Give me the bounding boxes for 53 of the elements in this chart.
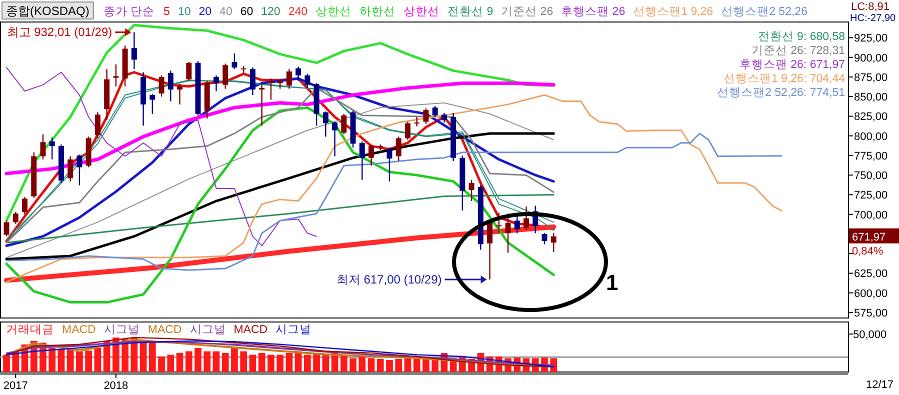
y-tick-label: 900,00 xyxy=(854,52,888,64)
text: 선행스팬1 9,26 xyxy=(633,6,714,18)
y-tick-label: 600,00 xyxy=(854,288,888,300)
y-tick-label: 875,00 xyxy=(854,72,888,84)
y-tick-label: 575,00 xyxy=(854,308,888,320)
y-tick-label: 700,00 xyxy=(854,209,888,222)
y-tick-label: 825,00 xyxy=(854,111,888,124)
chart-title: 종합(KOSDAQ) xyxy=(6,4,90,18)
series-label: 시그널 xyxy=(104,324,140,336)
series-label: 시그널 xyxy=(190,324,226,336)
y-tick-label: 625,00 xyxy=(854,268,888,280)
text: 전환선 9 xyxy=(448,6,494,18)
series-label: 거래대금 xyxy=(6,324,54,336)
text: 40 xyxy=(220,6,232,18)
text: 상한선 xyxy=(404,6,440,18)
text: 50,000 xyxy=(853,329,887,341)
text: 120 xyxy=(261,6,280,18)
text: 60 xyxy=(240,6,254,18)
y-tick-label: 925,00 xyxy=(854,32,888,45)
annotation: 후행스팬 26: 671,97 xyxy=(739,59,845,71)
annotation: 선행스팬1 9,26: 704,44 xyxy=(723,73,846,85)
text: 상한선 xyxy=(316,6,352,18)
x-tick-label: 2018 xyxy=(104,380,128,392)
annotation: 최저 617,00 (10/29) xyxy=(336,272,442,287)
annotation: 전환선 9: 680,58 xyxy=(758,31,845,43)
y-tick-label: 725,00 xyxy=(854,190,888,202)
annotation: 1 xyxy=(606,270,618,295)
y-tick-label: 800,00 xyxy=(854,130,888,143)
text: 기준선 26 xyxy=(501,6,554,18)
annotation: 기준선 26: 728,31 xyxy=(751,45,845,57)
text: 20 xyxy=(198,6,212,18)
text: 5 xyxy=(164,6,170,18)
y-tick-label: 775,00 xyxy=(854,150,888,162)
series-label: MACD xyxy=(62,324,96,336)
annotation: 선행스팬2 52,26: 774,51 xyxy=(717,87,845,99)
x-tick-label: 2017 xyxy=(3,380,28,392)
text: 선행스팬2 52,26 xyxy=(721,6,808,18)
text: LC:8,91 xyxy=(851,1,890,13)
y-tick-label: 850,00 xyxy=(854,92,888,104)
series-label: MACD xyxy=(148,324,182,336)
text: HC:-27,90 xyxy=(850,13,896,24)
text: 하한선 xyxy=(360,6,396,18)
annotation: 최고 932,01 (01/29) xyxy=(6,25,112,40)
y-tick-label: 750,00 xyxy=(854,170,888,182)
text: 0,84% xyxy=(852,245,884,258)
text: 10 xyxy=(178,6,191,18)
text: 240 xyxy=(288,6,308,18)
text: 671,97 xyxy=(852,231,886,244)
legend-title: 종가 단순 xyxy=(103,6,155,18)
text: 후행스팬 26 xyxy=(561,6,626,18)
text: 12/17 xyxy=(866,379,894,391)
series-label: 시그널 xyxy=(276,324,312,336)
series-label: MACD xyxy=(234,324,268,336)
